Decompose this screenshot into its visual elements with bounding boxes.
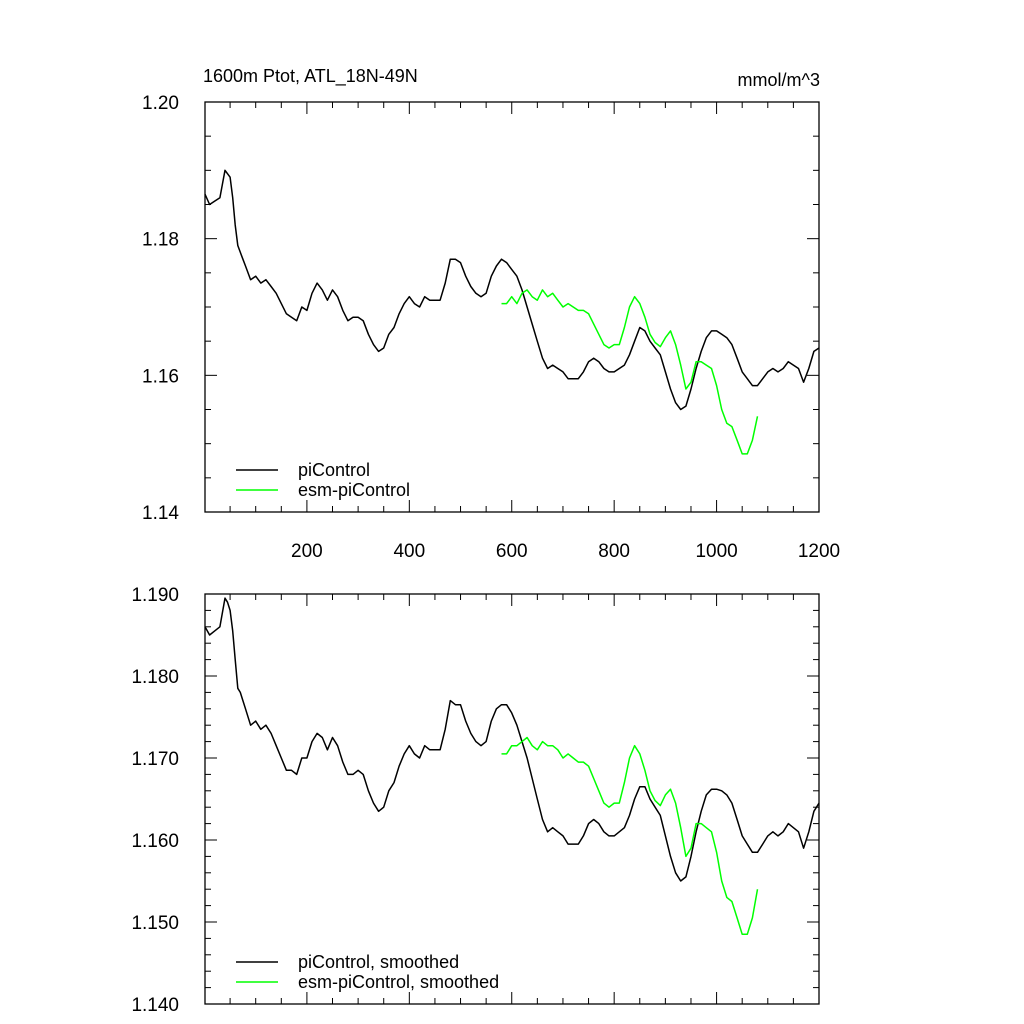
bottom-plot-frame: [204, 593, 820, 1005]
top-legend: piControl esm-piControl: [236, 460, 410, 500]
top-series-picontrol: [204, 169, 820, 411]
bottom-series-group: [204, 597, 820, 936]
top-chart-panel: 1600m Ptot, ATL_18N-49N mmol/m^3 1.141.1…: [142, 66, 840, 562]
top-plot-frame: [204, 101, 820, 513]
top-x-tick-label: 600: [496, 541, 528, 562]
top-x-tick-label: 1000: [695, 541, 737, 562]
top-x-tick-label: 1200: [798, 541, 840, 562]
bottom-series-picontrol-smoothed: [204, 597, 820, 882]
bottom-y-tick-label: 1.170: [131, 749, 179, 770]
bottom-axis-ticks: 1.140 1.150 1.160 1.170 1.180 1.190: [131, 585, 820, 1016]
top-chart-title: 1600m Ptot, ATL_18N-49N: [203, 66, 418, 87]
bottom-legend-label-picontrol: piControl, smoothed: [298, 952, 459, 972]
bottom-legend: piControl, smoothed esm-piControl, smoot…: [236, 952, 499, 992]
top-legend-label-picontrol: piControl: [298, 460, 370, 480]
bottom-y-tick-label: 1.180: [131, 667, 179, 688]
bottom-legend-label-esm-picontrol: esm-piControl, smoothed: [298, 972, 499, 992]
top-y-tick-label: 1.20: [142, 93, 179, 114]
top-series-group: [204, 169, 820, 455]
top-legend-label-esm-picontrol: esm-piControl: [298, 480, 410, 500]
bottom-chart-panel: 1.140 1.150 1.160 1.170 1.180 1.190 piControl…: [131, 585, 820, 1016]
bottom-y-tick-label: 1.140: [131, 995, 179, 1016]
top-chart-units: mmol/m^3: [738, 70, 820, 90]
top-y-tick-label: 1.14: [142, 503, 179, 524]
top-x-tick-label: 200: [291, 541, 323, 562]
bottom-y-tick-label: 1.150: [131, 913, 179, 934]
bottom-y-tick-label: 1.190: [131, 585, 179, 606]
top-series-esm-picontrol: [501, 289, 759, 455]
bottom-y-tick-label: 1.160: [131, 831, 179, 852]
top-y-tick-label: 1.18: [142, 230, 179, 251]
bottom-series-esm-picontrol-smoothed: [501, 736, 759, 936]
top-x-tick-label: 400: [393, 541, 425, 562]
top-axis-ticks: 1.14 1.16 1.18 1.20 200 400 600 800 1000 1200: [142, 93, 840, 562]
top-x-tick-label: 800: [598, 541, 630, 562]
top-y-tick-label: 1.16: [142, 366, 179, 387]
